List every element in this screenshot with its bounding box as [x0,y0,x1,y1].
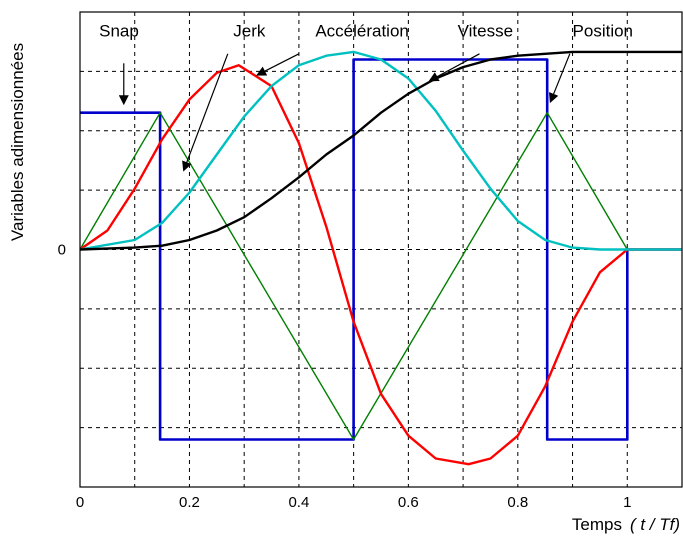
annotation-position: Position [573,22,633,41]
x-tick-label: 0.2 [179,494,200,511]
y-axis-label: Variables adimensionnées [8,43,27,241]
series-line-snap [80,58,682,441]
annotation-vitesse: Vitesse [458,22,513,41]
x-axis-label: Temps ( t / Tf) [572,515,680,534]
x-tick-label: 0 [76,494,84,511]
series-lines [79,50,682,466]
annotation-arrow-jerk [182,53,229,172]
series-line-position [79,50,682,251]
x-tick-label: 0.8 [507,494,528,511]
annotation-jerk: Jerk [233,22,266,41]
x-axis-label-unit: ( t / Tf) [630,515,680,534]
x-axis-label-main: Temps [572,515,622,534]
series-line-vitesse [79,50,682,251]
series-line-acceleration [79,63,682,466]
annotation-acceleration: Accélération [315,22,409,41]
annotation-arrow-position [549,53,571,104]
x-tick-label: 0.4 [288,494,309,511]
series-line-jerk [79,111,682,441]
annotation-arrow-vitesse [428,53,480,82]
annotation-arrow-acceleration [256,53,300,76]
annotations: Snap Jerk Accélération Vitesse Position [99,22,633,172]
x-tick-label: 1 [623,494,631,511]
x-tick-label: 0.6 [398,494,419,511]
tick-labels: 0 0.2 0.4 0.6 0.8 1 0 [58,242,632,512]
annotation-snap: Snap [99,22,139,41]
plot-frame [79,11,683,488]
y-tick-label: 0 [58,242,66,259]
